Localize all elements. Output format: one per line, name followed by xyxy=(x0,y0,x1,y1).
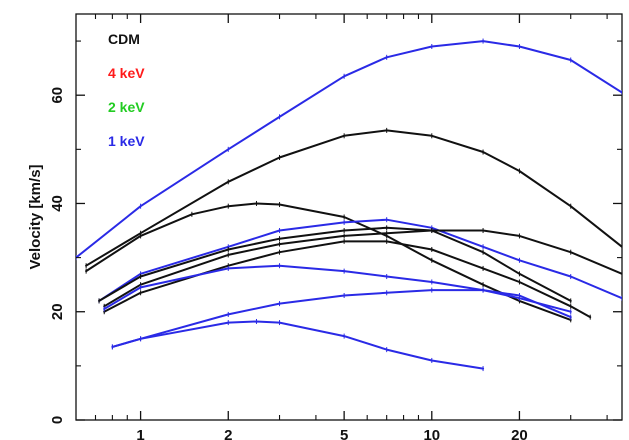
x-tick-label: 2 xyxy=(224,427,232,440)
series-line xyxy=(111,289,572,348)
legend: CDM 4 keV 2 keV 1 keV xyxy=(108,31,145,149)
series-10 xyxy=(111,318,485,372)
series-9 xyxy=(111,287,572,350)
x-tick-label: 5 xyxy=(340,427,348,440)
plot-border xyxy=(75,13,623,421)
series-line xyxy=(103,264,572,313)
series-line xyxy=(98,226,572,302)
series-line xyxy=(85,202,572,321)
y-tick-label: 0 xyxy=(49,416,66,424)
series-1 xyxy=(76,38,622,261)
x-tick-label: 20 xyxy=(511,427,528,440)
series-8 xyxy=(103,263,572,315)
legend-entry: CDM xyxy=(108,31,140,47)
series-layer xyxy=(76,38,622,372)
x-tick-label: 1 xyxy=(136,427,144,440)
series-3 xyxy=(85,200,572,323)
y-tick-label: 40 xyxy=(49,195,66,212)
x-tick-label: 10 xyxy=(423,427,440,440)
y-axis-label: Velocity [km/s] xyxy=(27,164,44,269)
legend-entry: 1 keV xyxy=(108,133,145,149)
legend-entry: 2 keV xyxy=(108,99,145,115)
series-line xyxy=(76,40,622,259)
series-line xyxy=(111,320,485,370)
y-tick-label: 60 xyxy=(49,87,66,104)
axes-layer: 1 2 5 10 20 0 20 40 60 xyxy=(49,14,622,440)
series-6 xyxy=(103,228,622,309)
legend-entry: 4 keV xyxy=(108,65,145,81)
series-line xyxy=(85,129,622,267)
y-tick-label: 20 xyxy=(49,303,66,320)
series-2 xyxy=(85,127,622,269)
plot-frame xyxy=(75,13,623,421)
series-line xyxy=(98,218,622,302)
